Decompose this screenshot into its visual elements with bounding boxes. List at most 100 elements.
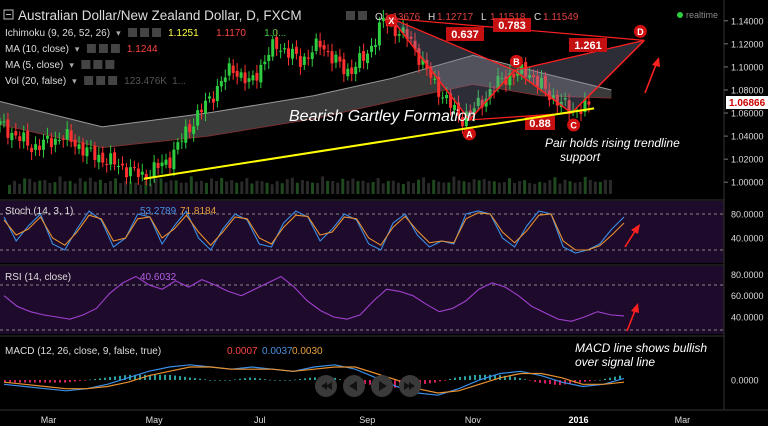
macd-histogram-bar <box>524 379 526 380</box>
candle-body <box>460 117 464 127</box>
macd-histogram-bar <box>309 377 311 380</box>
candle-body <box>366 53 370 64</box>
gear-icon[interactable] <box>96 76 106 85</box>
macd-note-line1: MACD line shows bullish <box>575 341 707 355</box>
macd-histogram-bar <box>469 375 471 380</box>
candle-body <box>251 75 255 81</box>
candle-body <box>128 167 132 177</box>
candle-body <box>362 51 366 61</box>
candle-body <box>453 104 457 110</box>
macd-histogram-bar <box>244 378 246 380</box>
candle-body <box>41 139 45 150</box>
replay-controls[interactable] <box>315 375 421 397</box>
macd-value-1: 0.0007 <box>227 346 258 357</box>
macd-histogram-bar <box>519 378 521 380</box>
price-tick-label: 1.02000 <box>731 155 764 165</box>
candle-body <box>294 46 298 54</box>
rsi-value: 40.6032 <box>140 272 177 283</box>
volume-bar <box>381 183 385 194</box>
candle-body <box>536 75 540 87</box>
volume-bar <box>356 181 360 194</box>
candle-body <box>437 76 441 97</box>
candle-body <box>144 173 148 180</box>
macd-histogram-bar <box>104 377 106 380</box>
close-icon[interactable] <box>152 28 162 37</box>
volume-bar <box>144 180 148 194</box>
ohlc-l-label: L <box>481 12 487 23</box>
macd-histogram-bar <box>279 380 281 381</box>
candle-body <box>330 51 334 64</box>
gear-icon[interactable] <box>140 28 150 37</box>
price-badge <box>726 96 768 109</box>
ohlc-h-value: 1.12717 <box>437 12 474 23</box>
candle-body <box>271 39 275 57</box>
close-icon[interactable] <box>108 76 118 85</box>
indicator-label: MA (5, close) <box>5 60 63 71</box>
macd-histogram-bar <box>149 374 151 380</box>
candle-body <box>200 109 204 113</box>
volume-bar <box>13 180 17 194</box>
candle-body <box>156 163 160 168</box>
gartley-point-marker <box>509 54 523 68</box>
candle-body <box>563 97 567 100</box>
close-icon[interactable] <box>110 44 120 53</box>
volume-bar <box>204 182 208 194</box>
candle-body <box>488 89 492 99</box>
candle-body <box>354 66 358 75</box>
eye-icon[interactable] <box>84 76 94 85</box>
volume-bar <box>316 182 320 194</box>
candle-body <box>235 70 239 77</box>
stoch-value-1: 53.2789 <box>140 206 177 217</box>
candle-body <box>231 65 235 73</box>
volume-bar <box>311 182 314 194</box>
gear-icon[interactable] <box>98 44 108 53</box>
volume-bar <box>169 180 173 194</box>
eye-icon[interactable] <box>86 44 96 53</box>
macd-histogram-bar <box>264 379 266 380</box>
close-icon[interactable] <box>105 60 115 69</box>
candle-body <box>555 94 559 106</box>
macd-histogram-bar <box>494 374 496 380</box>
candle-body <box>117 165 121 167</box>
candle-body <box>49 137 53 148</box>
macd-histogram-bar <box>559 380 561 386</box>
volume-bar <box>386 180 390 194</box>
candle-body <box>22 132 26 142</box>
ohlc-o-value: 1.13676 <box>384 12 421 23</box>
macd-histogram-bar <box>484 374 486 380</box>
macd-histogram-bar <box>239 378 241 380</box>
candle-body <box>10 132 14 141</box>
volume-bar <box>573 182 577 194</box>
candle-body <box>243 72 247 84</box>
candle-body <box>184 126 188 143</box>
ratio-label: 0.88 <box>529 118 550 130</box>
volume-bar <box>487 180 491 194</box>
volume-bar <box>265 182 269 194</box>
macd-histogram-bar <box>49 380 51 383</box>
candle-body <box>283 48 287 50</box>
macd-histogram-bar <box>609 377 611 380</box>
gartley-point-a: A <box>466 129 473 139</box>
eye-icon[interactable] <box>128 28 138 37</box>
rsi-tick-label: 40.0000 <box>731 313 764 323</box>
candle-body <box>61 138 65 140</box>
volume-bar <box>442 182 446 194</box>
volume-bar <box>376 178 380 194</box>
volume-bar <box>401 184 405 194</box>
candle-body <box>350 67 354 74</box>
candle-body <box>532 75 536 78</box>
candle-body <box>429 66 433 78</box>
candle-body <box>342 59 346 75</box>
candle-body <box>338 56 342 62</box>
candle-body <box>275 36 279 49</box>
gear-icon[interactable] <box>93 60 103 69</box>
volume-bar <box>53 182 57 194</box>
realtime-label[interactable]: realtime <box>686 10 718 20</box>
eye-icon[interactable] <box>81 60 91 69</box>
candle-body <box>413 40 417 50</box>
volume-bar <box>164 182 168 194</box>
window-icon[interactable] <box>3 9 14 20</box>
candle-body <box>358 53 362 68</box>
stoch-line-2 <box>3 212 625 251</box>
toolbar-icons[interactable] <box>346 11 367 20</box>
